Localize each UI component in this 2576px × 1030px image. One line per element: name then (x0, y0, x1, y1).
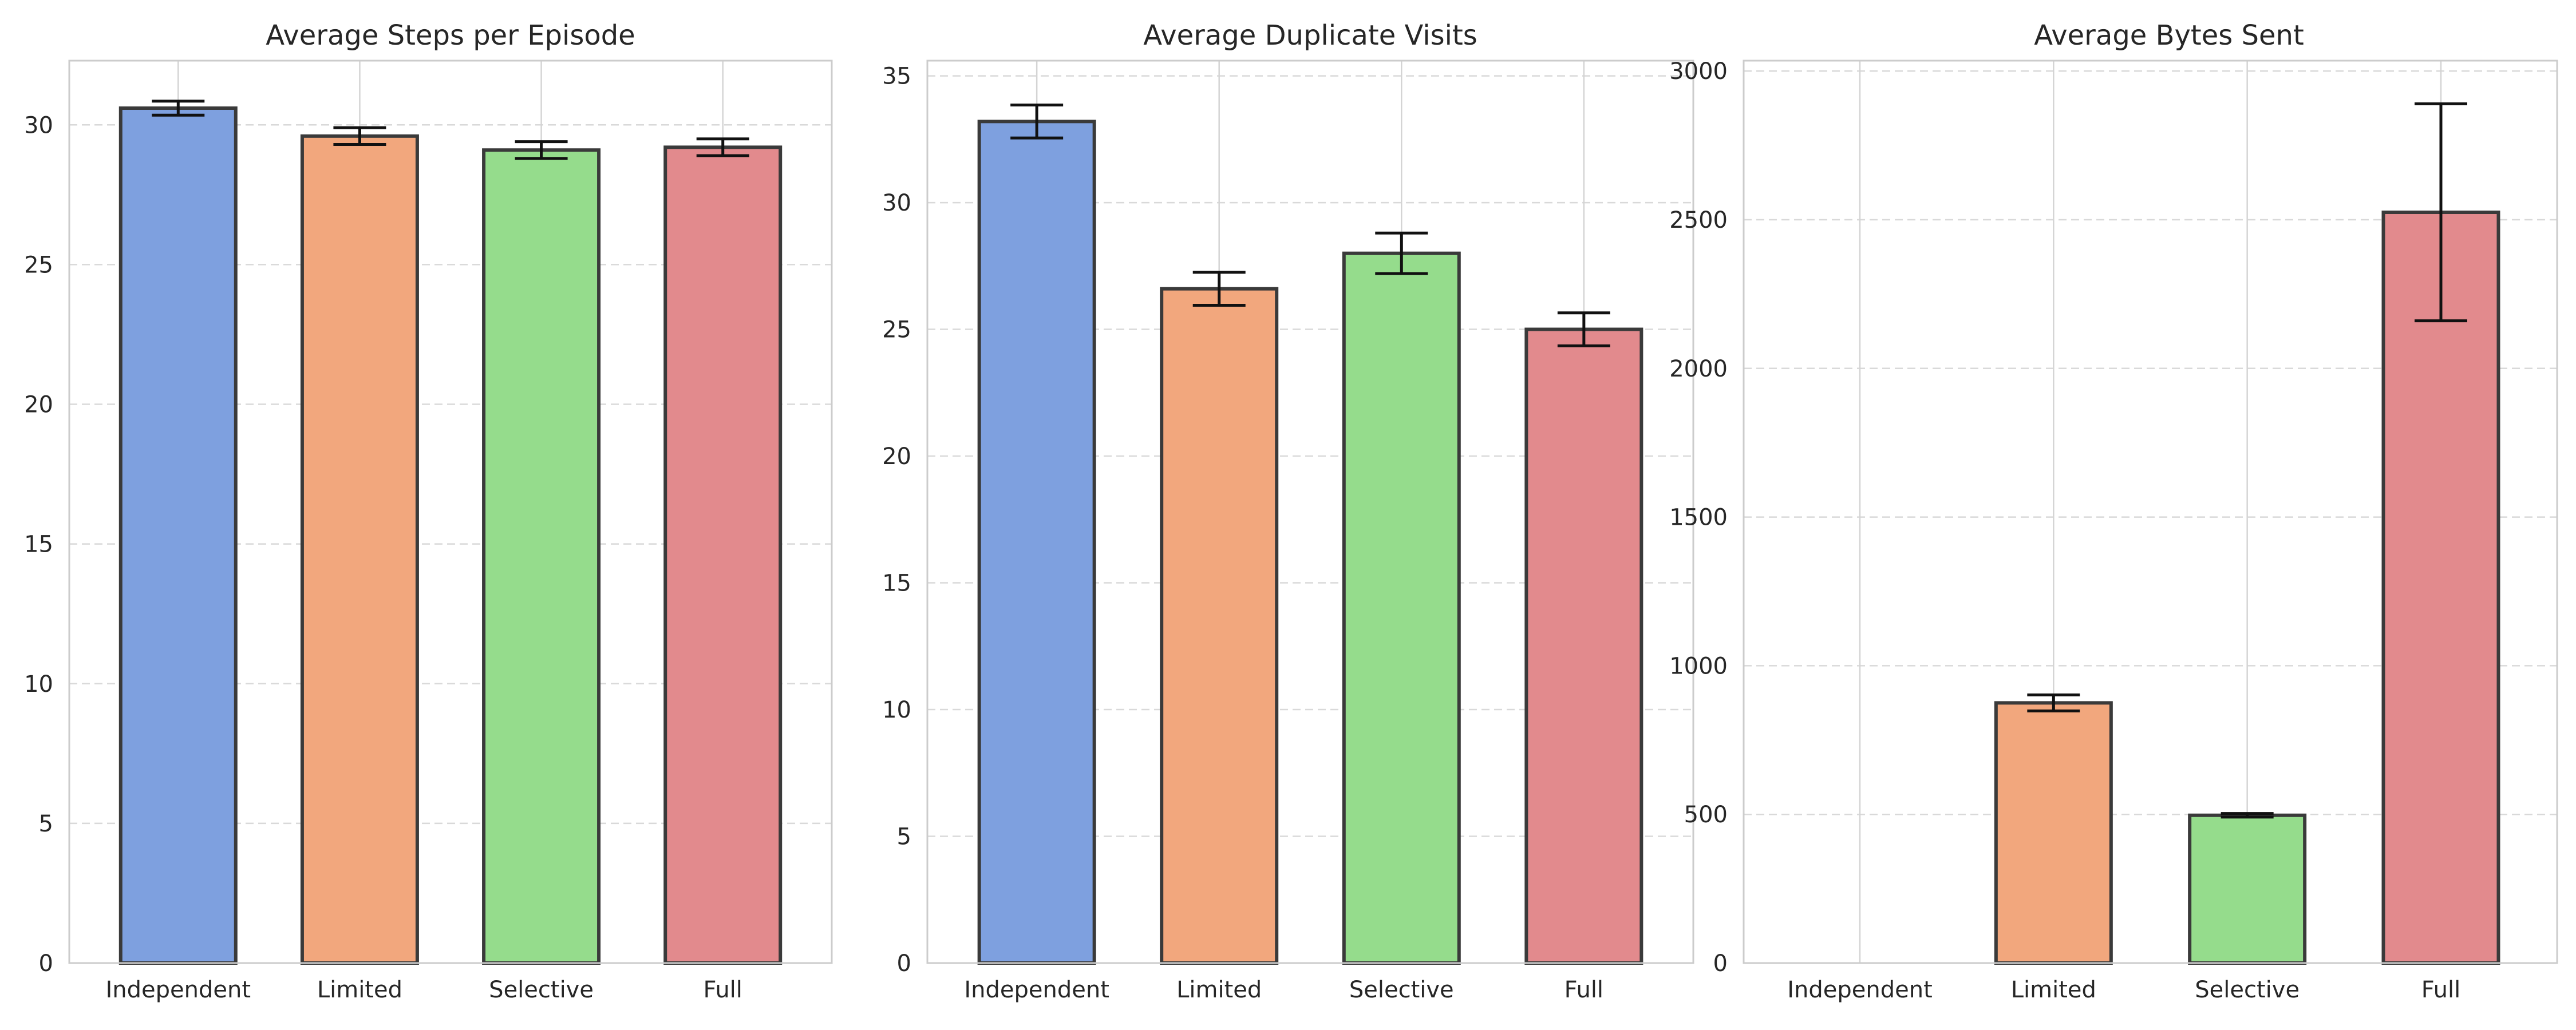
y-tick-label: 3000 (1669, 58, 1728, 85)
plot-area: 0 500 1000 1500 2000 2500 3000 Independent Limit… (1669, 58, 2558, 1003)
y-tick-label: 2500 (1669, 207, 1728, 233)
y-tick-label: 25 (882, 317, 911, 343)
y-tick-label: 30 (882, 190, 911, 216)
panel-average-bytes-sent: Average Bytes Sent 0 500 1000 1500 2000 2500 3… (1669, 19, 2558, 1003)
x-tick-label: Full (2421, 977, 2460, 1003)
x-tick-label: Independent (106, 977, 251, 1003)
y-tick-label: 1000 (1669, 653, 1728, 679)
y-tick-label: 5 (39, 811, 53, 837)
bar-limited (1994, 701, 2113, 965)
x-tick-label: Limited (317, 977, 402, 1003)
x-tick-label: Limited (1176, 977, 1262, 1003)
x-tick-label: Limited (2011, 977, 2096, 1003)
x-tick-label: Full (704, 977, 742, 1003)
bar-full (1524, 327, 1643, 965)
x-tick-label: Full (1564, 977, 1603, 1003)
bar-independent (118, 106, 238, 965)
y-tick-label: 5 (897, 824, 911, 850)
y-tick-label: 30 (24, 112, 53, 138)
plot-area: 0 5 10 15 20 25 30 35 Independent Limited Selectiv… (882, 60, 1694, 1003)
bar-full (663, 145, 783, 965)
y-tick-label: 35 (882, 64, 911, 90)
axes-frame (68, 60, 833, 964)
y-tick-label: 2000 (1669, 356, 1728, 382)
bar-selective (2188, 813, 2307, 965)
x-tick-label: Selective (2195, 977, 2300, 1003)
bar-selective (482, 148, 601, 965)
chart-title: Average Duplicate Visits (1143, 19, 1477, 52)
chart-title: Average Steps per Episode (266, 19, 635, 52)
bar-limited (1160, 287, 1279, 965)
bar-selective (1342, 251, 1461, 965)
y-tick-label: 20 (24, 392, 53, 418)
x-tick-label: Selective (489, 977, 594, 1003)
y-tick-label: 25 (24, 252, 53, 278)
axes-frame (926, 60, 1694, 964)
y-tick-label: 0 (39, 950, 53, 977)
x-tick-label: Independent (1787, 977, 1933, 1003)
y-tick-label: 20 (882, 443, 911, 470)
y-tick-label: 10 (24, 671, 53, 698)
y-tick-label: 10 (882, 697, 911, 723)
panel-average-steps: Average Steps per Episode 0 5 10 15 20 25 30 In… (24, 19, 833, 1003)
bar-independent (977, 120, 1096, 965)
y-tick-label: 0 (897, 950, 911, 977)
y-tick-label: 1500 (1669, 505, 1728, 531)
x-tick-label: Independent (964, 977, 1109, 1003)
y-tick-label: 500 (1684, 802, 1728, 828)
x-tick-label: Selective (1349, 977, 1454, 1003)
axes-frame (1743, 60, 2558, 964)
bar-limited (300, 134, 419, 965)
bar-full (2381, 210, 2500, 965)
y-tick-label: 0 (1713, 950, 1728, 977)
y-tick-label: 15 (24, 532, 53, 558)
plot-area: 0 5 10 15 20 25 30 Independent Limited Selective F… (24, 60, 833, 1003)
panel-average-duplicate-visits: Average Duplicate Visits 0 5 10 15 20 25 30 35 I… (882, 19, 1694, 1003)
chart-title: Average Bytes Sent (2034, 19, 2304, 52)
y-tick-label: 15 (882, 571, 911, 597)
